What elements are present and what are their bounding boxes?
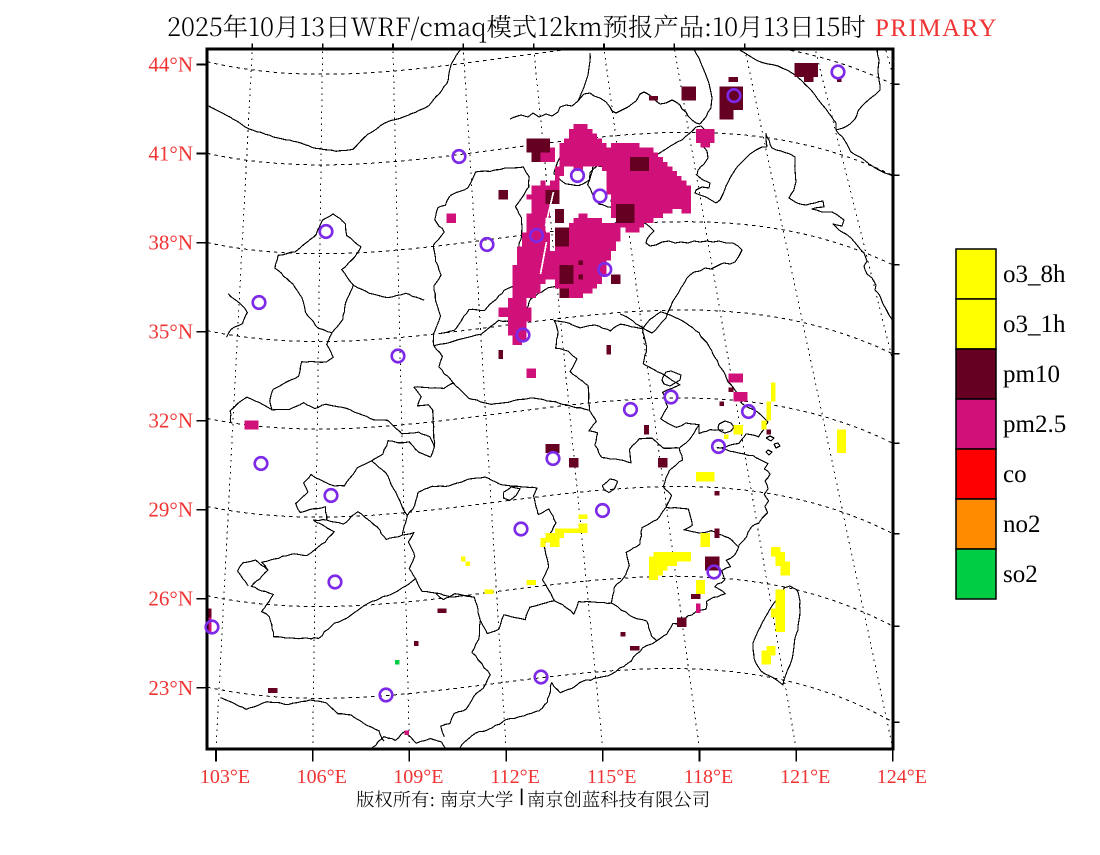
svg-text:112°E: 112°E (490, 766, 539, 788)
svg-text:124°E: 124°E (877, 766, 927, 788)
svg-text:44°N: 44°N (148, 53, 193, 77)
svg-text:103°E: 103°E (200, 766, 250, 788)
svg-text:26°N: 26°N (148, 587, 193, 611)
svg-text:106°E: 106°E (297, 766, 347, 788)
svg-text:PRIMARY: PRIMARY (875, 15, 998, 42)
svg-text:pm2.5: pm2.5 (1003, 411, 1066, 438)
svg-text:118°E: 118°E (684, 766, 733, 788)
svg-text:o3_1h: o3_1h (1003, 311, 1066, 338)
svg-text:co: co (1003, 461, 1027, 488)
svg-text:so2: so2 (1003, 561, 1038, 588)
svg-text:109°E: 109°E (393, 766, 443, 788)
svg-text:35°N: 35°N (148, 320, 193, 344)
svg-text:29°N: 29°N (148, 498, 193, 522)
svg-text:115°E: 115°E (587, 766, 636, 788)
svg-text:32°N: 32°N (148, 409, 193, 433)
svg-text:no2: no2 (1003, 511, 1041, 538)
svg-text:38°N: 38°N (148, 231, 193, 255)
svg-text:pm10: pm10 (1003, 361, 1060, 388)
svg-text:121°E: 121°E (780, 766, 830, 788)
svg-text:41°N: 41°N (148, 142, 193, 166)
svg-text:o3_8h: o3_8h (1003, 261, 1066, 288)
svg-text:23°N: 23°N (148, 676, 193, 700)
